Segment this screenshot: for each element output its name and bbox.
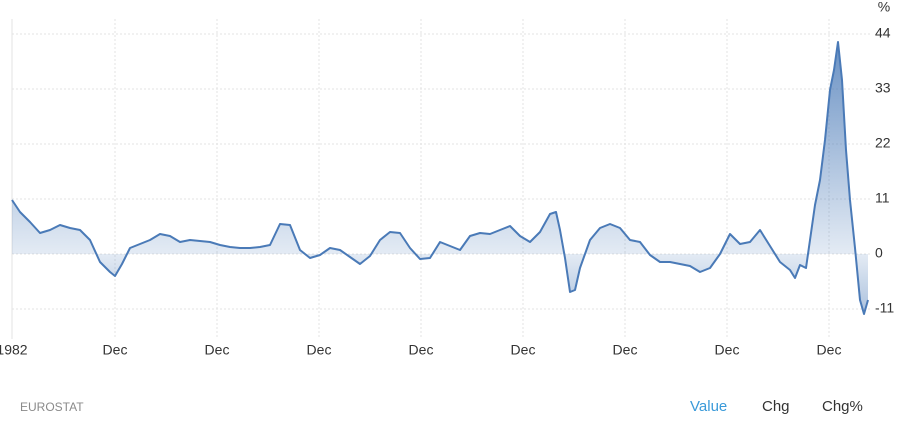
x-tick-label: Dec: [409, 342, 434, 358]
y-tick-label: 0: [875, 245, 883, 261]
x-tick-label: Dec: [613, 342, 638, 358]
source: EUROSTAT: [20, 400, 84, 414]
x-tick-label: Dec: [511, 342, 536, 358]
x-tick-label: Dec: [103, 342, 128, 358]
footer: EUROSTAT Value Chg Chg%: [0, 396, 900, 420]
x-tick-label: Dec: [817, 342, 842, 358]
x-tick-label: Dec: [307, 342, 332, 358]
chg-pct-button[interactable]: Chg%: [822, 398, 863, 415]
value-button[interactable]: Value: [690, 398, 728, 415]
y-tick-label: -11: [875, 300, 894, 316]
area: [12, 42, 868, 314]
x-tick-label: 1982: [0, 342, 28, 358]
unit-label: %: [878, 0, 890, 15]
chart: % 44 33 22 11 0 -11 1982 Dec Dec Dec Dec Dec Dec Dec D…: [0, 0, 894, 358]
y-tick-label: 22: [875, 135, 891, 151]
x-tick-label: Dec: [715, 342, 740, 358]
y-tick-label: 44: [875, 25, 891, 41]
x-tick-label: Dec: [205, 342, 230, 358]
line: [11, 41, 869, 315]
chg-button[interactable]: Chg: [762, 398, 790, 415]
y-tick-label: 11: [875, 190, 890, 206]
y-tick-label: 33: [875, 80, 891, 96]
